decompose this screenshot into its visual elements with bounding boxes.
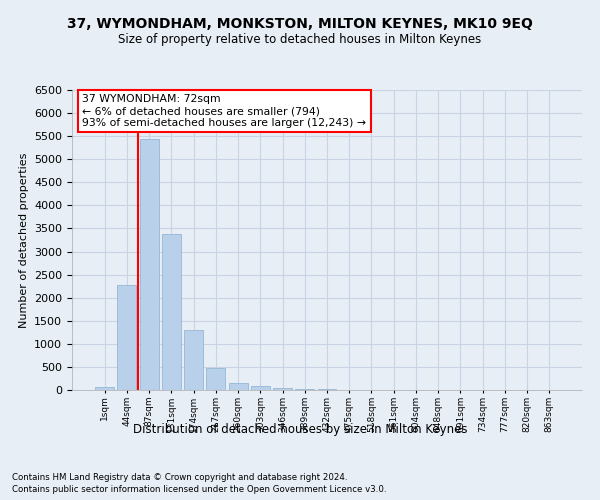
Bar [273,388,292,390]
Bar [317,389,337,390]
Bar [184,330,203,390]
Bar [140,140,158,390]
Text: Distribution of detached houses by size in Milton Keynes: Distribution of detached houses by size … [133,422,467,436]
Bar [95,387,114,390]
Bar [251,386,270,390]
Bar [118,285,136,390]
Bar [295,388,314,390]
Text: Size of property relative to detached houses in Milton Keynes: Size of property relative to detached ho… [118,32,482,46]
Text: Contains HM Land Registry data © Crown copyright and database right 2024.: Contains HM Land Registry data © Crown c… [12,472,347,482]
Bar [229,382,248,390]
Text: 37 WYMONDHAM: 72sqm
← 6% of detached houses are smaller (794)
93% of semi-detach: 37 WYMONDHAM: 72sqm ← 6% of detached hou… [82,94,366,128]
Bar [162,234,181,390]
Y-axis label: Number of detached properties: Number of detached properties [19,152,29,328]
Bar [206,368,225,390]
Text: Contains public sector information licensed under the Open Government Licence v3: Contains public sector information licen… [12,485,386,494]
Text: 37, WYMONDHAM, MONKSTON, MILTON KEYNES, MK10 9EQ: 37, WYMONDHAM, MONKSTON, MILTON KEYNES, … [67,18,533,32]
